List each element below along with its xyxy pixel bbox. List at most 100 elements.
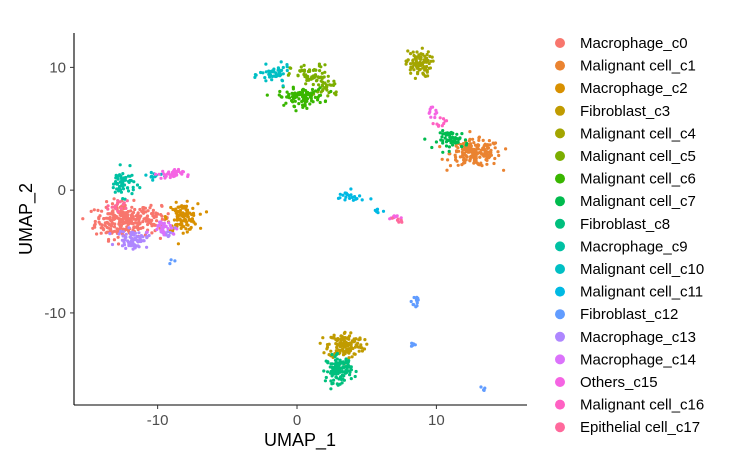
point-series-13 <box>110 242 115 247</box>
legend-label: Malignant cell_c1 <box>580 58 696 75</box>
point-series-13 <box>127 242 131 246</box>
point-series-12 <box>168 262 172 266</box>
point-series-13 <box>119 229 123 233</box>
point-series-14 <box>166 227 170 231</box>
point-series-8 <box>334 372 339 376</box>
point-series-3 <box>363 338 367 342</box>
point-series-16 <box>440 124 444 128</box>
point-series-8 <box>347 369 351 373</box>
point-series-10 <box>263 76 267 80</box>
point-series-10 <box>285 65 289 69</box>
point-series-0 <box>109 227 113 231</box>
point-series-3 <box>322 351 326 355</box>
point-series-3 <box>339 343 343 347</box>
point-series-2 <box>185 223 189 227</box>
point-series-5 <box>309 77 313 81</box>
point-series-13 <box>138 239 142 243</box>
point-series-4 <box>404 62 408 66</box>
point-series-0 <box>158 236 162 240</box>
point-series-6 <box>291 97 295 101</box>
point-series-10 <box>268 75 272 79</box>
point-series-10 <box>151 178 155 182</box>
point-series-14 <box>175 227 179 231</box>
point-series-1 <box>479 161 483 165</box>
point-series-0 <box>96 208 100 212</box>
legend-key <box>555 422 565 433</box>
point-series-3 <box>321 336 325 340</box>
point-series-7 <box>438 131 442 135</box>
legend-label: Fibroblast_c3 <box>580 103 670 120</box>
point-series-5 <box>331 83 336 87</box>
point-series-2 <box>178 222 182 226</box>
point-series-0 <box>133 207 137 212</box>
point-series-17 <box>390 216 394 220</box>
point-series-6 <box>300 99 304 104</box>
point-series-6 <box>303 100 307 104</box>
point-series-1 <box>462 148 466 152</box>
point-series-13 <box>168 230 172 235</box>
scatter-points <box>81 46 508 392</box>
point-series-5 <box>312 68 316 72</box>
point-series-7 <box>448 133 452 137</box>
point-series-1 <box>477 135 481 139</box>
point-series-11 <box>376 211 380 215</box>
point-series-10 <box>270 74 274 79</box>
point-series-14 <box>159 221 163 225</box>
point-series-9 <box>113 190 117 194</box>
point-series-15 <box>399 216 403 220</box>
point-series-6 <box>313 95 317 99</box>
point-series-13 <box>147 233 151 238</box>
point-series-1 <box>440 157 444 161</box>
legend-key <box>555 354 565 365</box>
point-series-14 <box>159 228 163 232</box>
point-series-3 <box>329 349 333 353</box>
point-series-1 <box>457 149 461 153</box>
point-series-6 <box>291 87 295 91</box>
x-tick-label: 10 <box>428 412 445 429</box>
point-series-1 <box>489 153 493 157</box>
point-series-1 <box>485 158 489 162</box>
point-series-0 <box>130 205 134 209</box>
point-series-4 <box>406 58 410 62</box>
point-series-4 <box>408 68 412 72</box>
point-series-1 <box>481 138 485 142</box>
point-series-5 <box>323 70 327 74</box>
point-series-1 <box>493 146 497 150</box>
point-series-5 <box>320 71 324 75</box>
point-series-1 <box>438 145 442 149</box>
point-series-12 <box>412 303 416 307</box>
point-series-13 <box>117 232 121 236</box>
point-series-4 <box>427 61 431 66</box>
point-series-11 <box>349 187 353 191</box>
legend-key <box>555 38 565 48</box>
point-series-5 <box>307 68 312 72</box>
point-series-4 <box>417 64 421 68</box>
point-series-0 <box>141 220 145 224</box>
point-series-0 <box>132 217 136 221</box>
point-series-8 <box>338 358 342 362</box>
point-series-3 <box>360 349 364 353</box>
point-series-0 <box>150 218 154 222</box>
point-series-0 <box>113 213 117 217</box>
point-series-1 <box>483 142 487 146</box>
point-series-5 <box>319 90 323 94</box>
point-series-8 <box>332 378 336 382</box>
point-series-10 <box>278 74 282 78</box>
point-series-8 <box>330 374 334 378</box>
point-series-8 <box>340 373 344 377</box>
point-series-0 <box>110 202 115 206</box>
point-series-0 <box>138 215 142 220</box>
point-series-9 <box>126 186 130 190</box>
point-series-7 <box>453 136 457 140</box>
point-series-0 <box>99 231 103 235</box>
point-series-1 <box>471 137 475 141</box>
point-series-0 <box>118 217 122 221</box>
point-series-16 <box>438 116 442 120</box>
point-series-1 <box>447 152 451 156</box>
legend-label: Malignant cell_c10 <box>580 261 704 278</box>
point-series-1 <box>475 144 479 149</box>
point-series-1 <box>468 137 472 141</box>
point-series-9 <box>116 177 120 181</box>
point-series-8 <box>326 370 330 374</box>
point-series-11 <box>341 193 345 197</box>
